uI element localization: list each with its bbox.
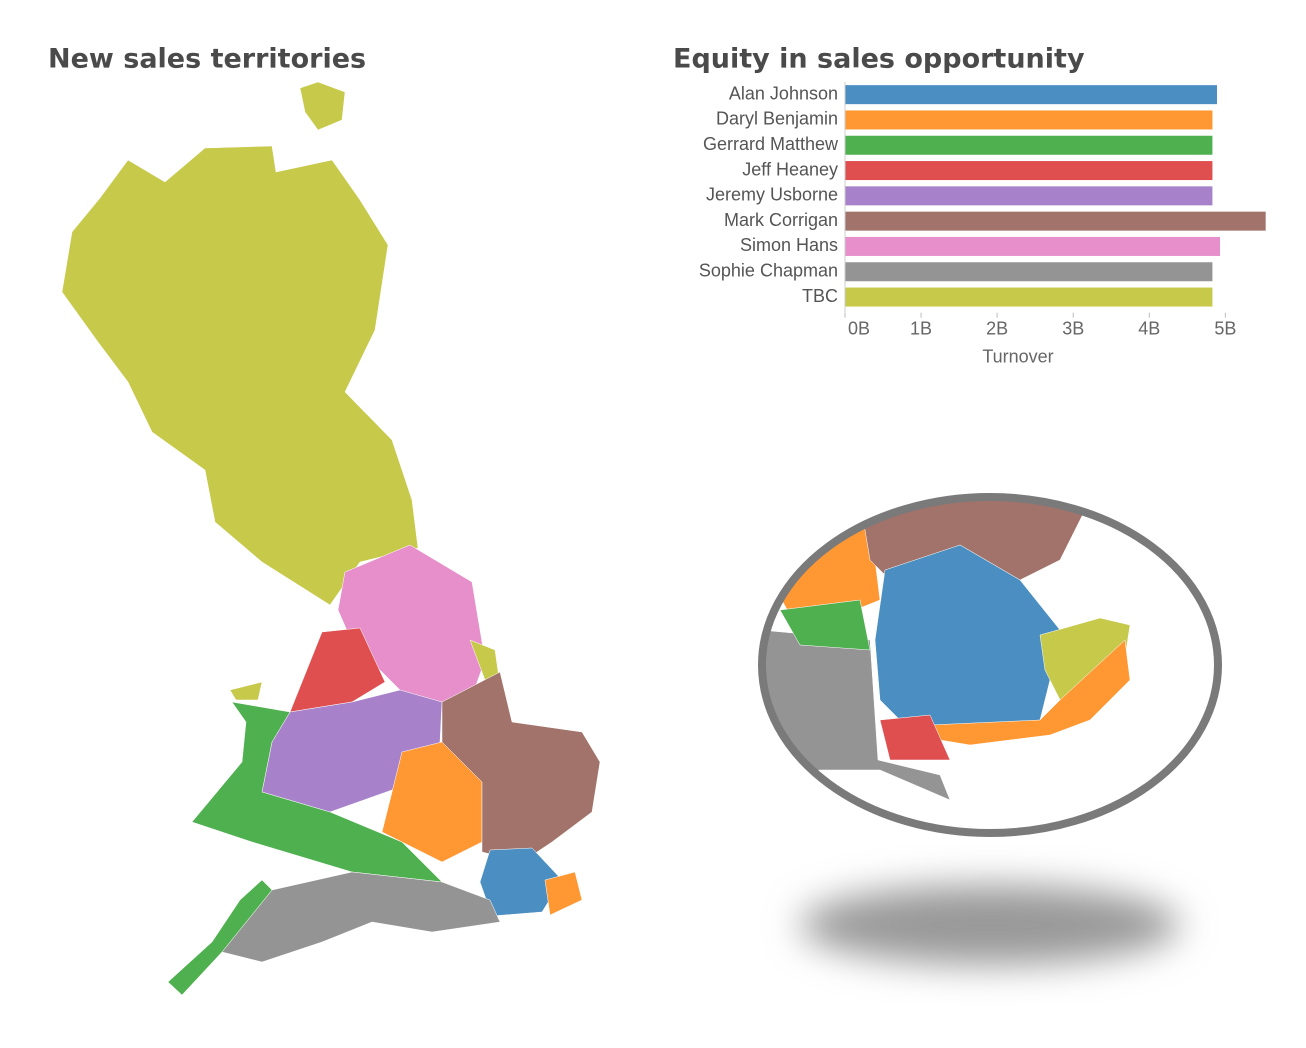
x-tick-label: 0B xyxy=(848,318,870,338)
chart-title: Equity in sales opportunity xyxy=(673,44,1085,75)
bar xyxy=(845,110,1213,130)
category-label: Mark Corrigan xyxy=(724,210,838,230)
x-tick-label: 2B xyxy=(986,318,1008,338)
category-label: Simon Hans xyxy=(740,235,838,255)
category-label: Jeff Heaney xyxy=(742,159,838,179)
bar xyxy=(845,236,1221,256)
bar xyxy=(845,262,1213,282)
x-axis-title: Turnover xyxy=(982,346,1053,366)
x-tick-label: 3B xyxy=(1062,318,1084,338)
chart-title: New sales territories xyxy=(48,44,366,75)
x-tick-label: 5B xyxy=(1214,318,1236,338)
category-label: Alan Johnson xyxy=(729,83,838,103)
lens-shadow xyxy=(800,885,1180,965)
bar xyxy=(845,287,1213,307)
x-tick-label: 4B xyxy=(1138,318,1160,338)
category-label: Sophie Chapman xyxy=(699,261,838,281)
lens-ring xyxy=(758,493,1222,837)
category-label: Daryl Benjamin xyxy=(716,109,838,129)
category-label: Gerrard Matthew xyxy=(703,134,839,154)
uk-map xyxy=(61,81,601,996)
category-label: TBC xyxy=(802,286,838,306)
category-label: Jeremy Usborne xyxy=(706,185,838,205)
bar xyxy=(845,135,1213,155)
zoom-map xyxy=(762,497,1218,833)
bar xyxy=(845,211,1266,231)
bar xyxy=(845,186,1213,206)
bar xyxy=(845,85,1217,105)
x-tick-label: 1B xyxy=(910,318,932,338)
bar xyxy=(845,161,1213,181)
